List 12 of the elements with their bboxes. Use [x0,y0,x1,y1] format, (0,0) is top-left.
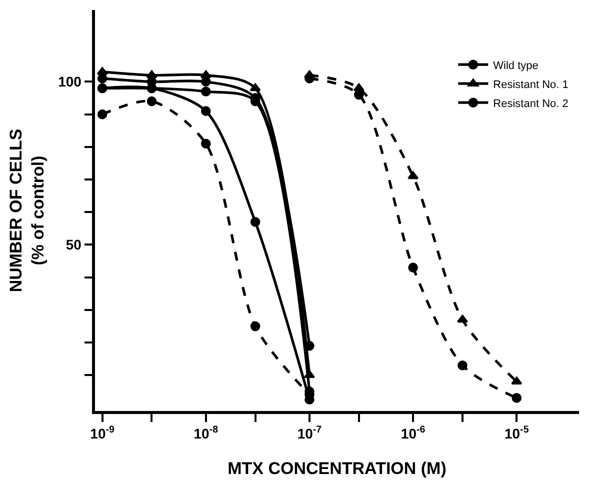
x-tick-label: 10$^{-9}$ [90,424,115,442]
legend-label: Resistant No. 2 [493,98,568,110]
legend-label: Resistant No. 1 [493,78,568,91]
x-tick-label: 10$^{-7}$ [297,424,322,442]
x-tick-label: 10$^{-8}$ [194,424,219,442]
y-tick-label: 100 [58,74,82,90]
y-tick-label: 50 [66,236,82,253]
x-axis-title: MTX CONCENTRATION (M) [228,458,446,478]
y-axis-title: NUMBER OF CELLS (% of control) [6,128,48,292]
x-tick-label: 10$^{-5}$ [504,424,530,442]
legend-label: Wild type [493,60,538,72]
x-tick-label: 10$^{-6}$ [400,424,426,442]
